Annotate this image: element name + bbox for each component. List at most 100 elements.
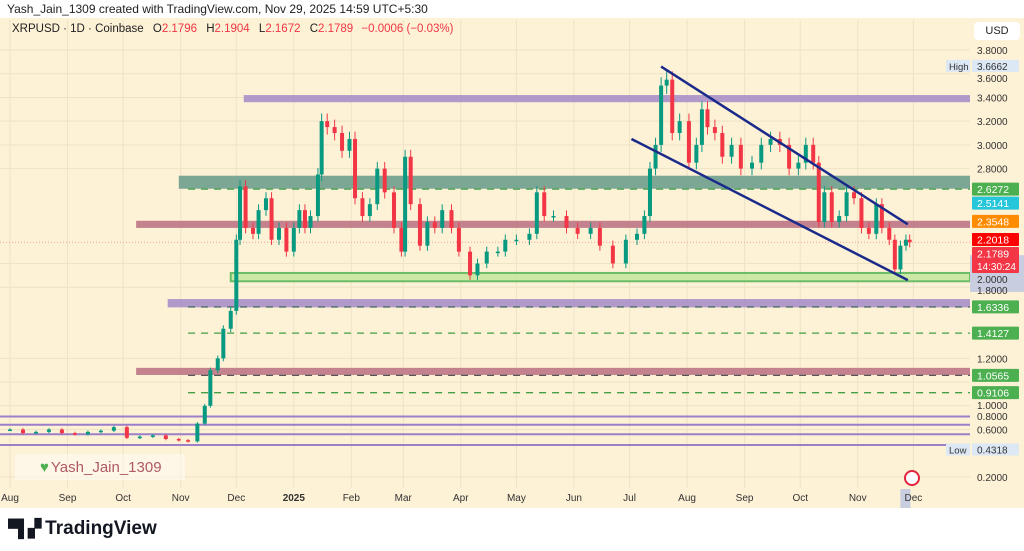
candle[interactable]: [269, 198, 274, 240]
candle[interactable]: [72, 433, 77, 435]
candle[interactable]: [440, 210, 445, 228]
candle[interactable]: [874, 204, 879, 234]
candle[interactable]: [308, 216, 313, 228]
candle[interactable]: [215, 358, 220, 371]
zone-band[interactable]: [243, 95, 971, 103]
candle[interactable]: [221, 328, 226, 359]
candle[interactable]: [634, 233, 639, 240]
candle[interactable]: [887, 227, 892, 240]
us-event-flag-icon[interactable]: [904, 470, 920, 486]
candle[interactable]: [98, 430, 103, 433]
candle[interactable]: [137, 436, 142, 439]
candle[interactable]: [551, 216, 556, 218]
candle[interactable]: [859, 198, 864, 228]
candle[interactable]: [347, 138, 352, 151]
candle[interactable]: [694, 144, 699, 163]
candle[interactable]: [291, 227, 296, 252]
candle[interactable]: [332, 127, 337, 134]
candle[interactable]: [325, 121, 330, 128]
candle[interactable]: [534, 192, 539, 234]
candle[interactable]: [425, 221, 430, 246]
candle[interactable]: [642, 216, 647, 234]
candle[interactable]: [251, 227, 256, 234]
candle[interactable]: [588, 227, 593, 234]
candle[interactable]: [647, 168, 652, 217]
candle[interactable]: [297, 210, 302, 228]
candle[interactable]: [564, 216, 569, 228]
candle[interactable]: [670, 79, 675, 134]
candle[interactable]: [263, 198, 268, 211]
candle[interactable]: [796, 162, 801, 169]
candle[interactable]: [176, 439, 181, 441]
candle[interactable]: [844, 192, 849, 217]
candle[interactable]: [705, 109, 710, 128]
candle[interactable]: [403, 156, 408, 252]
candle[interactable]: [712, 127, 717, 134]
zone-band[interactable]: [229, 271, 971, 283]
currency-button[interactable]: USD: [974, 22, 1020, 40]
candle[interactable]: [391, 192, 396, 228]
candle[interactable]: [20, 429, 25, 434]
candle[interactable]: [59, 429, 64, 434]
candle[interactable]: [202, 405, 207, 424]
candle[interactable]: [163, 435, 168, 440]
candle[interactable]: [399, 227, 404, 252]
candle[interactable]: [408, 156, 413, 205]
candle[interactable]: [803, 144, 808, 163]
candle[interactable]: [382, 168, 387, 193]
zone-band[interactable]: [167, 299, 971, 308]
candle[interactable]: [907, 239, 912, 243]
candle[interactable]: [575, 227, 580, 234]
candle[interactable]: [195, 423, 200, 442]
candle[interactable]: [228, 310, 233, 329]
candle[interactable]: [892, 239, 897, 270]
candle[interactable]: [238, 186, 243, 240]
candle[interactable]: [124, 427, 129, 438]
candle[interactable]: [837, 216, 842, 222]
candle[interactable]: [610, 245, 615, 264]
candle[interactable]: [468, 251, 473, 276]
tradingview-logo[interactable]: ▀▌▞ TradingView: [8, 518, 157, 540]
candle[interactable]: [738, 144, 743, 169]
candle[interactable]: [495, 251, 500, 254]
candle[interactable]: [750, 162, 754, 169]
symbol-name[interactable]: XRPUSD · 1D · Coinbase: [12, 23, 144, 35]
candle[interactable]: [686, 121, 691, 163]
candle[interactable]: [186, 440, 191, 442]
candle[interactable]: [315, 174, 320, 217]
candle[interactable]: [375, 168, 380, 205]
candle[interactable]: [816, 162, 821, 222]
candle[interactable]: [720, 133, 725, 157]
candle[interactable]: [822, 192, 827, 222]
candle[interactable]: [8, 429, 12, 432]
candle[interactable]: [898, 245, 903, 270]
candle[interactable]: [243, 186, 248, 228]
candle[interactable]: [879, 204, 884, 228]
candle[interactable]: [284, 227, 289, 252]
candle[interactable]: [527, 233, 532, 240]
candle[interactable]: [787, 144, 792, 169]
candle[interactable]: [432, 221, 437, 228]
candle[interactable]: [208, 370, 213, 406]
candle[interactable]: [699, 109, 704, 145]
candle[interactable]: [542, 192, 547, 217]
candle[interactable]: [597, 227, 602, 246]
candle[interactable]: [623, 239, 628, 264]
candle[interactable]: [768, 138, 773, 145]
candle[interactable]: [319, 121, 324, 175]
candle[interactable]: [866, 227, 871, 234]
channel-trendline[interactable]: [630, 137, 909, 282]
candle[interactable]: [340, 133, 345, 151]
candle[interactable]: [829, 192, 834, 222]
candle[interactable]: [677, 121, 682, 134]
zone-band[interactable]: [136, 220, 970, 228]
candle[interactable]: [85, 431, 90, 435]
candle[interactable]: [360, 198, 365, 217]
candle[interactable]: [503, 239, 508, 252]
candle[interactable]: [33, 431, 38, 434]
zone-band[interactable]: [136, 367, 970, 375]
candle[interactable]: [903, 239, 908, 246]
channel-trendline[interactable]: [660, 65, 909, 226]
candle[interactable]: [111, 427, 116, 431]
